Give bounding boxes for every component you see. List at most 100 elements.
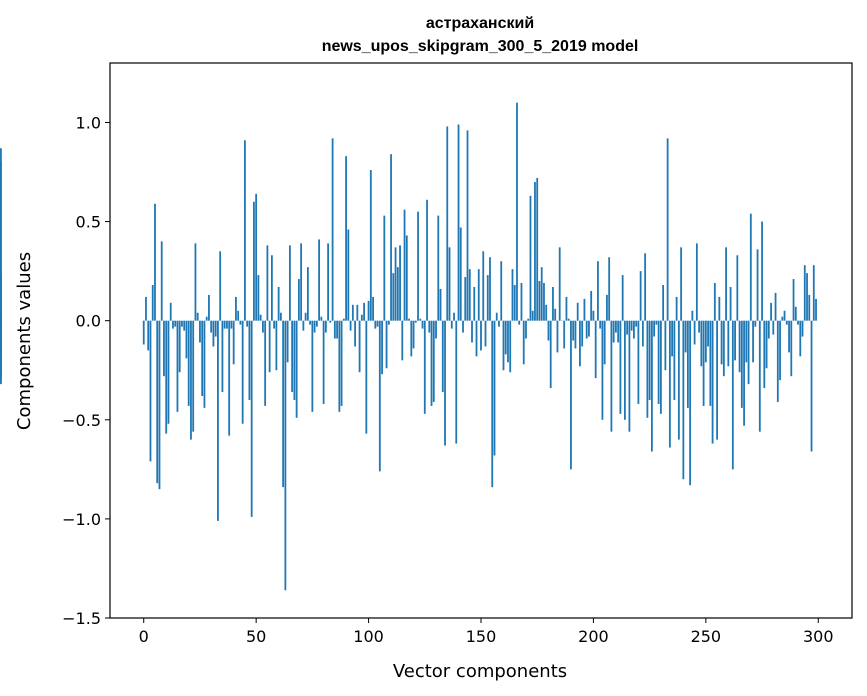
bar-component-86	[336, 320, 338, 339]
bar-component-116	[403, 209, 406, 321]
bar-component-281	[774, 292, 777, 321]
bar-component-188	[565, 296, 568, 321]
bar-component-101	[369, 170, 372, 321]
bar-component-283	[779, 320, 781, 381]
bar-component-245	[693, 320, 696, 345]
bar-component-76	[313, 320, 316, 333]
y-tick-label: 0.5	[76, 213, 101, 232]
bar-component-29	[208, 294, 210, 321]
bar-component-209	[612, 320, 615, 343]
bar-component-296	[808, 294, 811, 321]
bar-component-13	[172, 320, 174, 329]
bar-component-145	[468, 269, 471, 321]
bar-component-153	[486, 275, 489, 321]
bar-component-55	[266, 245, 269, 321]
x-tick-label: 250	[691, 627, 722, 646]
y-tick-label: 0.0	[76, 312, 101, 331]
bar-component-18	[183, 320, 186, 331]
bar-component-27	[203, 320, 206, 408]
bar-component-253	[711, 320, 714, 444]
bar-component-290	[794, 306, 797, 321]
bar-component-189	[567, 318, 570, 321]
y-tick-label: −0.5	[62, 411, 101, 430]
bar-component-176	[538, 281, 541, 321]
bar-component-273	[756, 249, 759, 321]
bars-group	[0, 102, 817, 591]
bar-component-295	[806, 273, 808, 321]
bar-component-185	[558, 247, 561, 321]
bar-component-213	[621, 275, 624, 321]
bar-component-187	[563, 320, 566, 349]
bar-component-8	[160, 241, 163, 321]
bar-component-47	[248, 320, 251, 400]
bar-component-274	[758, 320, 761, 432]
bar-component-73	[306, 267, 309, 321]
bar-component-163	[509, 320, 512, 373]
bar-component-160	[502, 320, 505, 371]
bar-component-103	[374, 320, 377, 329]
chart-title-line-2: news_upos_skipgram_300_5_2019 model	[322, 38, 639, 55]
bar-component-64	[286, 320, 289, 363]
x-tick-label: 300	[803, 627, 834, 646]
bar-component-165	[513, 285, 516, 321]
bar-component-93	[351, 304, 354, 321]
bar-component-110	[390, 154, 392, 321]
bar-component-267	[743, 320, 745, 426]
bar-component-2	[147, 320, 150, 351]
bar-component-217	[630, 320, 633, 331]
bar-component-74	[309, 320, 312, 325]
bar-component-30	[210, 320, 213, 333]
bar-component-28	[205, 316, 208, 321]
bar-component-299	[815, 298, 817, 321]
bar-component-12	[169, 302, 172, 321]
bar-component-195	[581, 320, 584, 347]
bar-component-77	[315, 320, 318, 327]
bar-component-111	[392, 273, 395, 321]
bar-component-78	[318, 239, 321, 321]
bar-component-211	[617, 320, 620, 343]
bar-component-266	[740, 320, 743, 408]
bar-component-19	[185, 320, 188, 359]
bar-component-137	[450, 320, 453, 329]
bar-component-67	[293, 320, 296, 400]
x-tick-label: 100	[353, 627, 384, 646]
bar-component-106	[381, 320, 383, 375]
bar-component-254	[713, 283, 716, 321]
bar-component-16	[178, 320, 181, 373]
bar-component-37	[226, 320, 228, 329]
bar-component-10	[165, 320, 168, 434]
bar-component-216	[628, 320, 631, 432]
bar-component-6	[156, 320, 159, 484]
bar-component-115	[401, 320, 404, 361]
bar-component-56	[268, 320, 271, 373]
x-tick-label: 50	[246, 627, 266, 646]
bar-component-247	[698, 320, 700, 333]
bar-component-168	[520, 283, 523, 321]
bar-component-229	[657, 320, 660, 404]
bar-component-14	[174, 320, 177, 327]
bar-component-84	[331, 138, 334, 321]
bar-component-221	[639, 271, 642, 321]
bar-component-246	[695, 243, 698, 321]
bar-component-59	[275, 320, 278, 371]
bar-component-undefined	[0, 320, 2, 375]
bar-component-197	[585, 320, 588, 339]
bar-component-230	[659, 320, 662, 414]
bar-component-277	[765, 320, 768, 369]
bar-component-259	[725, 247, 727, 321]
bar-component-184	[556, 320, 559, 353]
bar-component-49	[253, 201, 255, 321]
bar-component-257	[720, 320, 723, 365]
bar-component-210	[615, 320, 617, 333]
bar-component-26	[201, 320, 204, 396]
bar-component-43	[239, 320, 242, 325]
bar-component-141	[459, 227, 462, 321]
bar-component-180	[547, 320, 550, 341]
bar-component-177	[540, 267, 543, 321]
bar-component-146	[471, 320, 473, 343]
bar-component-172	[529, 195, 532, 321]
bar-component-92	[349, 320, 352, 331]
bar-component-205	[603, 320, 606, 365]
bar-component-191	[572, 320, 575, 341]
bar-component-291	[797, 320, 799, 325]
